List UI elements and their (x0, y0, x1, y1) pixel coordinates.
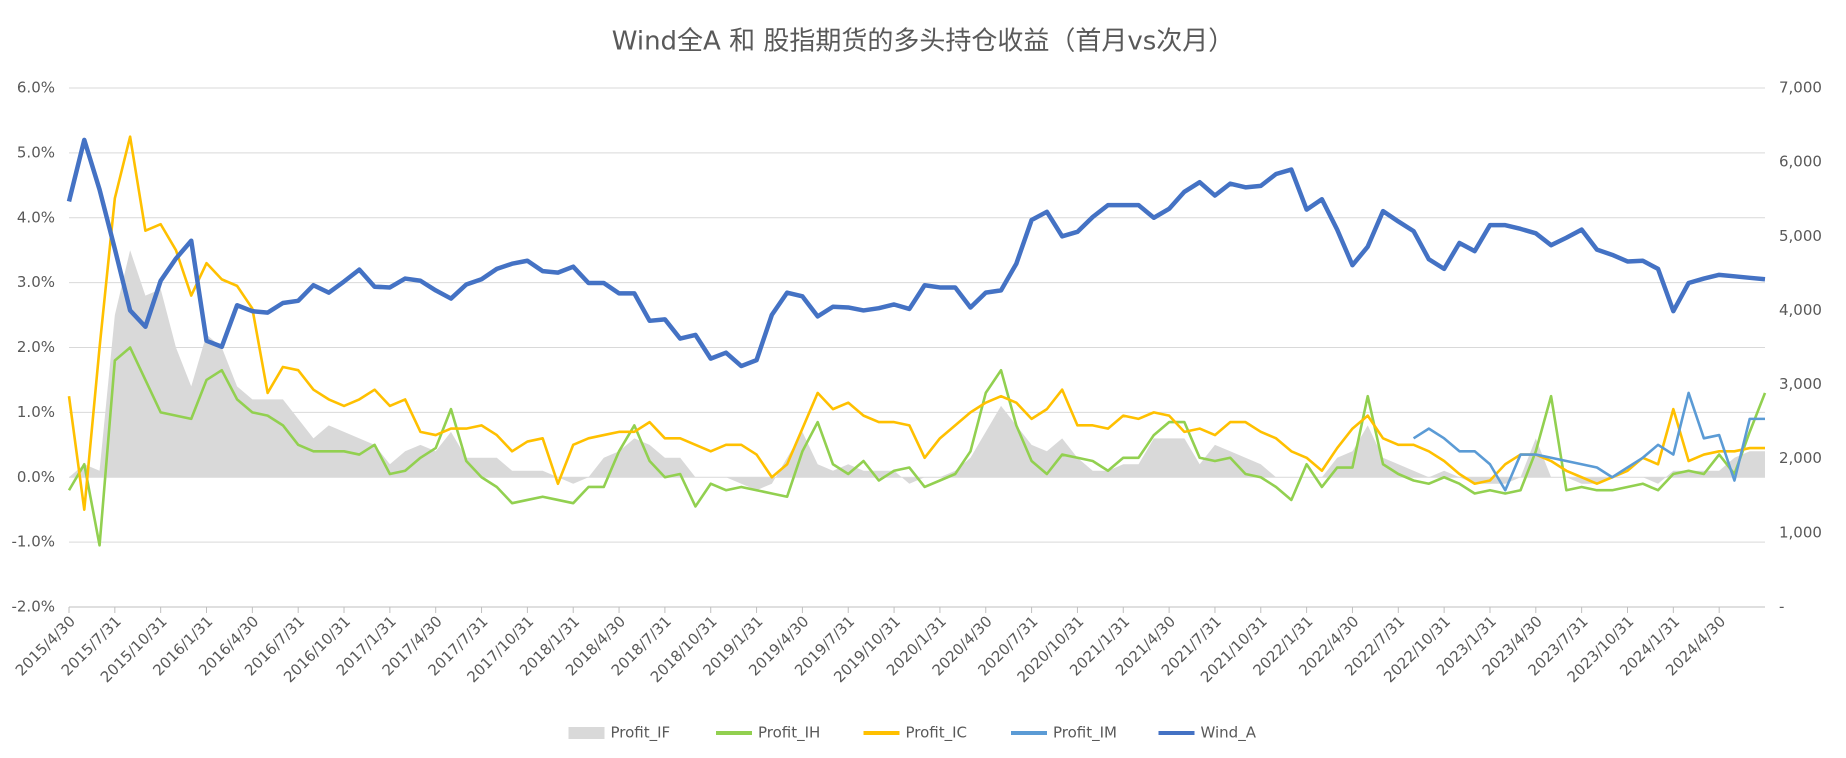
legend-item: Profit_IF (568, 724, 671, 743)
line (1412, 391, 1765, 492)
y2-tick-label: 6,000 (1779, 153, 1822, 171)
legend-item: Profit_IM (1011, 724, 1117, 743)
y-tick-label: 0.0% (17, 468, 55, 486)
y2-tick-label: 5,000 (1779, 227, 1822, 245)
legend-label: Profit_IH (758, 724, 820, 743)
y-tick-label: 6.0% (17, 79, 55, 97)
line (66, 137, 1766, 369)
chart-title: Wind全A 和 股指期货的多头持仓收益（首月vs次月） (612, 27, 1235, 57)
y-tick-label: -2.0% (11, 598, 55, 616)
line (67, 135, 1765, 511)
y2-tick-label: 2,000 (1779, 449, 1822, 467)
legend-swatch (568, 727, 605, 739)
y2-tick-label: 3,000 (1779, 375, 1822, 393)
legend-label: Wind_A (1201, 724, 1257, 743)
y2-tick-label: 7,000 (1779, 79, 1822, 97)
legend-label: Profit_IM (1053, 724, 1117, 743)
y-tick-label: 5.0% (17, 143, 55, 161)
y-tick-label: 4.0% (17, 208, 55, 226)
legend-item: Profit_IH (716, 724, 820, 743)
y-tick-label: 1.0% (17, 403, 55, 421)
y2-tick-label: 1,000 (1779, 523, 1822, 541)
grid (69, 87, 1765, 608)
line (67, 346, 1767, 547)
legend-label: Profit_IC (906, 724, 968, 743)
y2-tick-label: - (1779, 598, 1784, 616)
area (69, 250, 1765, 491)
legend-item: Profit_IC (863, 724, 968, 743)
y2-tick-label: 4,000 (1779, 301, 1822, 319)
y-tick-label: -1.0% (11, 533, 55, 551)
legend-item: Wind_A (1158, 724, 1257, 743)
y-tick-label: 3.0% (17, 273, 55, 291)
y-tick-label: 2.0% (17, 338, 55, 356)
legend-label: Profit_IF (611, 724, 671, 743)
